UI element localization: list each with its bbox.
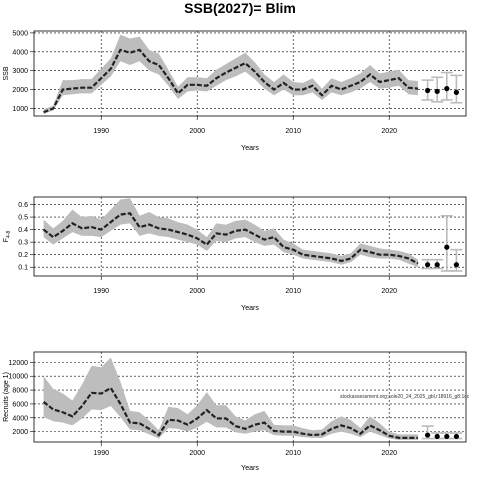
ssb-forecast-point (453, 89, 459, 95)
f-forecast-point (425, 262, 431, 268)
f-y-tick-label: 0.1 (18, 265, 28, 272)
ssb-forecast-point (434, 88, 440, 95)
ssb-panel: 1990 2000 2010 2020 1000 2000 3000 4000 5000 Year… (3, 30, 467, 152)
f-panel: 1990 2000 2010 2020 0.1 0.2 0.3 0.4 0.5 0.6 Years F… (3, 196, 467, 312)
chart-title: SSB(2027)= Blim (184, 0, 296, 16)
ssb-forecast-point (444, 86, 450, 92)
f-x-tick-label: 2000 (189, 288, 205, 295)
recruits-x-axis-label: Years (241, 465, 259, 472)
f-x-axis-label: Years (241, 305, 259, 312)
recruits-y-axis-label: Recruits (age 1) (3, 372, 10, 422)
f-x-tick-label: 1990 (93, 288, 109, 295)
recruits-y-tick-label: 2000 (12, 429, 28, 436)
ssb-y-tick-label: 5000 (12, 30, 28, 37)
f-y-axis-label-subscript: 4-8 (6, 231, 12, 238)
recruits-estimate-line (42, 386, 418, 439)
recruits-x-tick-label: 1990 (93, 450, 109, 457)
f-y-tick-label: 0.4 (18, 227, 28, 234)
ssb-x-tick-label: 2020 (381, 128, 397, 135)
recruits-plot-frame (33, 351, 467, 443)
recruits-x-tick-label: 2020 (381, 450, 397, 457)
f-y-axis-label-text: F (3, 238, 10, 242)
f-forecast-point (453, 262, 459, 268)
f-estimate-line (42, 212, 419, 265)
f-y-axis-label: F4-8 (3, 231, 12, 243)
f-x-tick-label: 2020 (381, 288, 397, 295)
recruits-y-tick-label: 6000 (12, 401, 28, 408)
f-y-tick-label: 0.6 (18, 202, 28, 209)
recruits-y-axis-label-text: Recruits (age 1) (3, 372, 10, 422)
recruits-y-tick-label: 8000 (12, 388, 28, 395)
ssb-x-tick-label: 2000 (189, 128, 205, 135)
recruits-forecast-point (434, 433, 440, 440)
recruits-confidence-band (43, 357, 418, 440)
ssb-y-axis-label-text: SSB (3, 66, 10, 80)
recruits-x-tick-label: 2010 (285, 450, 301, 457)
f-y-tick-label: 0.2 (18, 252, 28, 259)
f-x-tick-label: 2010 (285, 288, 301, 295)
f-plot-frame (33, 196, 467, 277)
recruits-y-tick-label: 10000 (9, 374, 29, 381)
source-annotation: stockassessment.org;sole20_24_2025_gbl,r… (340, 394, 470, 400)
ssb-plot-frame (33, 30, 467, 117)
recruits-panel: 1990 2000 2010 2020 2000 4000 6000 8000 10000 120… (3, 351, 467, 472)
ssb-y-tick-label: 2000 (12, 87, 28, 94)
ssb-x-axis-label: Years (241, 145, 259, 152)
recruits-x-tick-label: 2000 (189, 450, 205, 457)
f-y-tick-label: 0.5 (18, 215, 28, 222)
ssb-y-tick-label: 1000 (12, 106, 28, 113)
recruits-y-tick-label: 12000 (9, 360, 29, 367)
f-forecast-point (434, 262, 440, 268)
ssb-x-tick-label: 1990 (93, 128, 109, 135)
f-y-tick-label: 0.3 (18, 240, 28, 247)
recruits-forecast-point (453, 433, 459, 440)
ssb-forecast-point (425, 87, 431, 94)
ssb-estimate-line (43, 48, 419, 114)
f-forecast-point (444, 244, 450, 250)
ssb-confidence-band (43, 34, 418, 115)
ssb-y-tick-label: 3000 (12, 68, 28, 75)
ssb-x-tick-label: 2010 (285, 128, 301, 135)
recruits-forecast-point (444, 433, 450, 440)
recruits-y-tick-label: 4000 (12, 415, 28, 422)
ssb-y-axis-label: SSB (3, 66, 10, 80)
ssb-y-tick-label: 4000 (12, 49, 28, 56)
recruits-forecast-point (425, 432, 431, 438)
